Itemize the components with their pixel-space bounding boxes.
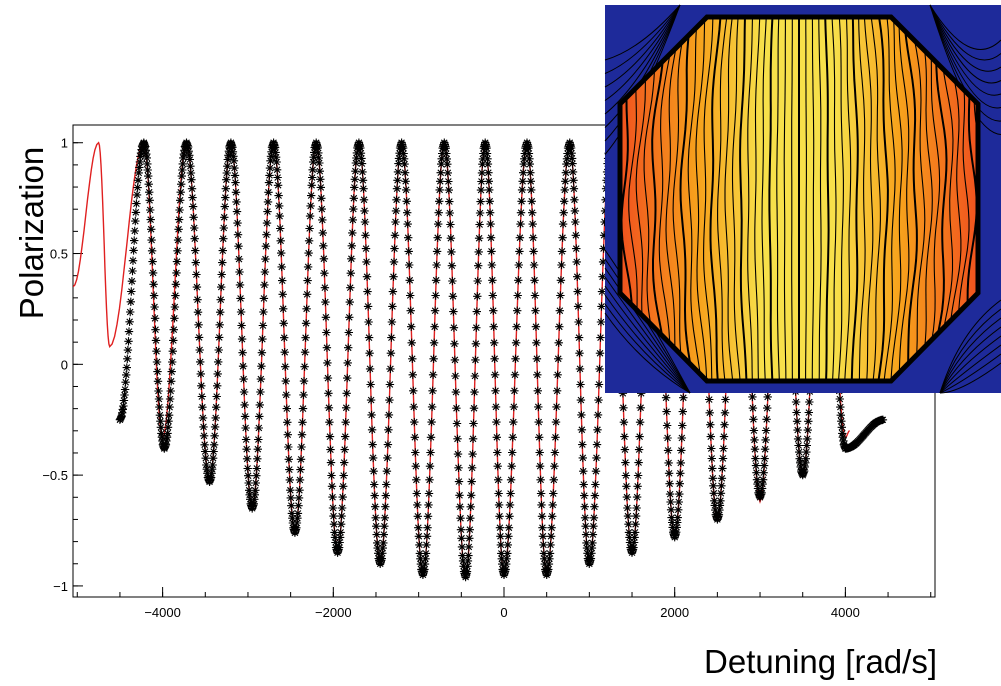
inset-outer-line <box>939 335 1001 394</box>
y-tick-label: 0.5 <box>50 247 68 262</box>
inset-field-line <box>717 17 729 381</box>
inset-outer-line <box>929 4 1001 109</box>
inset-field-line <box>776 17 781 381</box>
inset-outer-line <box>939 344 1001 394</box>
inset-field-line <box>791 17 793 381</box>
inset-outer-line <box>604 303 691 394</box>
inset-field-line <box>768 17 774 381</box>
inset-outer-line <box>604 4 681 74</box>
inset-field-line <box>804 17 807 381</box>
inset-field-line <box>754 17 761 381</box>
inset-outer-line <box>604 4 681 101</box>
inset-outer-line <box>939 326 1001 394</box>
inset-field-line <box>665 17 683 381</box>
x-tick-label: −4000 <box>144 605 181 620</box>
inset-field-map <box>604 4 1001 394</box>
inset-field-line <box>937 17 954 381</box>
y-tick-label: −1 <box>53 579 68 594</box>
y-tick-label: −0.5 <box>42 468 68 483</box>
inset-field-line <box>739 17 748 381</box>
inset-outer-line <box>939 317 1001 394</box>
inset-outer-line <box>939 353 1001 394</box>
inset-outer-line <box>604 4 681 115</box>
inset-field-line <box>658 17 675 381</box>
inset-outer-line <box>929 4 1001 50</box>
inset-field-line <box>898 17 910 381</box>
inset-field-line <box>651 17 668 381</box>
inset-field-line <box>811 17 815 381</box>
inset-field-line <box>831 17 837 381</box>
inset-field-line <box>724 17 735 381</box>
inset-outer-line <box>604 4 681 88</box>
inset-field-line <box>890 17 903 381</box>
inset-field-line <box>709 17 722 381</box>
inset-field-line <box>837 17 844 381</box>
x-tick-label: 2000 <box>660 605 689 620</box>
inset-field-line <box>747 17 754 381</box>
inset-outer-line <box>604 285 691 394</box>
inset-outer-line <box>604 276 691 394</box>
inset-outer-line <box>929 4 1001 84</box>
y-tick-label: 1 <box>61 136 68 151</box>
inset-field-line <box>882 17 896 381</box>
inset-outer-line <box>939 299 1001 394</box>
inset-field-line <box>761 17 768 381</box>
inset-outer-line <box>929 4 1001 96</box>
inset-field-line <box>916 17 933 381</box>
inset-field-line <box>928 17 948 381</box>
axes: −4000 −2000 0 2000 4000 −1 −0.5 0 0.5 1 <box>42 136 932 620</box>
inset-field-line <box>843 17 852 381</box>
inset-outer-field-lines <box>604 4 1001 394</box>
inset-field-line <box>687 17 703 381</box>
inset-field-line <box>850 17 859 381</box>
inset-outer-line <box>604 312 691 394</box>
inset-field-line <box>824 17 830 381</box>
inset-field-line <box>695 17 708 381</box>
x-axis-title: Detuning [rad/s] <box>704 643 937 680</box>
inset-outer-line <box>604 294 691 394</box>
inset-field-line <box>876 17 889 381</box>
inset-field-line <box>703 17 714 381</box>
inset-field-line <box>783 17 787 381</box>
inset-field-lines <box>620 17 978 381</box>
inset-field-line <box>908 17 926 381</box>
inset-field-line <box>672 17 689 381</box>
inset-field-line <box>731 17 742 381</box>
inset-outer-line <box>604 267 691 394</box>
inset-field-line <box>902 17 918 381</box>
inset-field-line <box>863 17 874 381</box>
inset-field-line <box>857 17 866 381</box>
inset-field-line <box>679 17 696 381</box>
inset-outer-line <box>929 4 1001 72</box>
x-tick-label: 4000 <box>831 605 860 620</box>
inset-outer-line <box>939 308 1001 394</box>
inset-outer-line <box>939 362 1001 394</box>
inset-outer-line <box>604 4 681 61</box>
y-axis-title: Polarization <box>13 147 50 319</box>
x-tick-label: 0 <box>500 605 507 620</box>
inset-field-line <box>921 17 941 381</box>
inset-outer-line <box>929 4 1001 61</box>
inset-field-line <box>869 17 881 381</box>
inset-field-line <box>818 17 822 381</box>
x-tick-label: −2000 <box>315 605 352 620</box>
y-tick-label: 0 <box>61 357 68 372</box>
